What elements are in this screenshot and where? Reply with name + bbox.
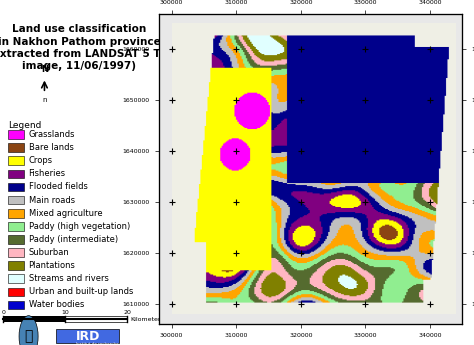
Circle shape (19, 316, 38, 345)
Bar (8, 196, 24, 204)
Text: Water bodies: Water bodies (28, 300, 84, 309)
Bar (55, 329, 119, 343)
Bar (8, 144, 24, 152)
Text: Plantations: Plantations (28, 261, 75, 270)
Text: n: n (42, 97, 47, 102)
Text: Main roads: Main roads (28, 196, 75, 205)
Text: Flooded fields: Flooded fields (28, 183, 88, 191)
Text: Paddy (intermediate): Paddy (intermediate) (28, 235, 118, 244)
Text: Bare lands: Bare lands (28, 143, 73, 152)
Bar (8, 222, 24, 231)
Bar (8, 288, 24, 296)
Bar (8, 262, 24, 270)
Text: Urban and built-up lands: Urban and built-up lands (28, 287, 133, 296)
Text: Fisheries: Fisheries (28, 169, 66, 178)
Bar (3, 316, 65, 322)
Text: IRD: IRD (76, 330, 100, 343)
Bar (8, 275, 24, 283)
Bar (8, 300, 24, 309)
Text: Institut de recherche
pour le développement: Institut de recherche pour le développem… (76, 342, 124, 345)
Text: Paddy (high vegetation): Paddy (high vegetation) (28, 222, 130, 231)
Text: Kilometers: Kilometers (130, 317, 164, 322)
Text: Legend: Legend (8, 121, 41, 130)
Bar (8, 130, 24, 139)
Bar (8, 169, 24, 178)
Text: Suburban: Suburban (28, 248, 69, 257)
Text: 0: 0 (1, 310, 5, 315)
Bar (8, 235, 24, 244)
Text: 🌐: 🌐 (24, 329, 33, 343)
Text: N: N (41, 65, 48, 74)
Bar (8, 248, 24, 257)
Text: 20: 20 (123, 310, 131, 315)
Text: Streams and rivers: Streams and rivers (28, 274, 109, 283)
Text: Mixed agriculture: Mixed agriculture (28, 209, 102, 218)
Bar (65, 316, 127, 322)
Bar (8, 183, 24, 191)
Bar (8, 156, 24, 165)
Text: Land use classification
in Nakhon Pathom province
(extracted from LANDSAT 5 TM
i: Land use classification in Nakhon Pathom… (0, 24, 171, 71)
Bar (8, 209, 24, 218)
Text: Grasslands: Grasslands (28, 130, 75, 139)
Text: Crops: Crops (28, 156, 53, 165)
Text: 10: 10 (61, 310, 69, 315)
